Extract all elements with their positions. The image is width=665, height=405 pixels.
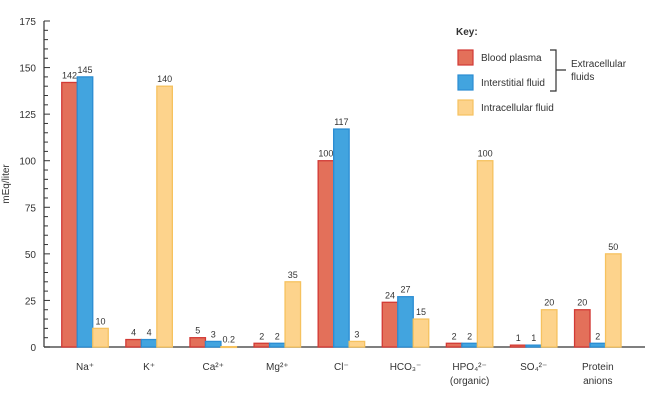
bar-blood-plasma (125, 338, 142, 348)
bar-blood-plasma (509, 344, 527, 348)
data-label: 1 (531, 333, 536, 343)
data-label: 117 (334, 117, 348, 127)
bar-interstitial-fluid (461, 342, 479, 348)
data-label: 100 (318, 149, 333, 159)
x-tick-label: Na⁺ (76, 362, 94, 373)
x-tick-label: (organic) (450, 376, 489, 387)
legend-title: Key: (456, 27, 478, 38)
data-label: 50 (608, 242, 618, 252)
legend-label: Intracellular fluid (481, 103, 554, 114)
bar-intracellular-fluid (284, 281, 302, 348)
data-label: 1 (516, 333, 521, 343)
data-label: 4 (131, 328, 136, 338)
legend-bracket-label: fluids (571, 72, 594, 83)
x-tick-label: K⁺ (143, 362, 155, 373)
y-axis-label: mEq/liter (1, 164, 12, 204)
data-label: 20 (577, 298, 587, 308)
data-label: 0.2 (222, 335, 235, 345)
data-label: 2 (467, 331, 472, 341)
legend-label: Blood plasma (481, 53, 542, 64)
bar-interstitial-fluid (397, 296, 414, 348)
bar-blood-plasma (573, 309, 591, 348)
data-label: 5 (195, 326, 200, 336)
bar-intracellular-fluid (348, 340, 366, 348)
y-tick-label: 100 (19, 157, 36, 168)
data-label: 2 (452, 331, 457, 341)
data-label: 10 (95, 316, 105, 326)
bar-blood-plasma (189, 337, 207, 348)
legend-bracket-label: Extracellular (571, 59, 627, 70)
data-label: 35 (288, 270, 298, 280)
data-label: 2 (595, 331, 600, 341)
bar-interstitial-fluid (332, 128, 350, 348)
legend-label: Interstitial fluid (481, 78, 545, 89)
legend-swatch (457, 49, 474, 66)
data-label: 2 (259, 331, 264, 341)
x-tick-label: Cl⁻ (334, 362, 349, 373)
legend-swatch (457, 99, 474, 116)
data-label: 3 (354, 329, 359, 339)
data-label: 142 (62, 70, 77, 80)
y-tick-label: 175 (19, 17, 36, 28)
x-tick-label: HPO₄²⁻ (452, 362, 486, 373)
bar-blood-plasma (445, 342, 463, 348)
y-tick-label: 50 (25, 250, 37, 261)
bar-blood-plasma (61, 81, 78, 348)
data-label: 140 (157, 74, 172, 84)
bar-interstitial-fluid (140, 338, 158, 348)
y-tick-label: 125 (19, 110, 36, 121)
bar-intracellular-fluid (156, 85, 174, 348)
x-tick-label: Mg²⁺ (266, 362, 289, 373)
data-label: 24 (385, 290, 395, 300)
bar-intracellular-fluid (220, 345, 238, 349)
data-label: 15 (416, 307, 426, 317)
bar-interstitial-fluid (589, 342, 607, 348)
bar-intracellular-fluid (412, 318, 430, 348)
x-tick-label: HCO₃⁻ (390, 362, 422, 373)
data-label: 100 (478, 149, 493, 159)
data-label: 4 (147, 328, 152, 338)
y-tick-label: 75 (25, 203, 37, 214)
bar-interstitial-fluid (525, 344, 543, 348)
bar-interstitial-fluid (268, 342, 286, 348)
bar-blood-plasma (317, 160, 335, 348)
y-tick-label: 25 (25, 296, 37, 307)
y-tick-label: 0 (30, 343, 36, 354)
bar-intracellular-fluid (476, 160, 494, 348)
data-label: 145 (77, 65, 92, 75)
bar-intracellular-fluid (540, 309, 558, 348)
data-label: 2 (275, 331, 280, 341)
bar-blood-plasma (253, 342, 271, 348)
legend-bracket (550, 49, 566, 92)
x-tick-label: Protein (582, 362, 614, 373)
x-tick-label: SO₄²⁻ (520, 362, 547, 373)
bar-intracellular-fluid (92, 327, 109, 348)
bar-intracellular-fluid (604, 253, 622, 348)
data-label: 27 (400, 285, 410, 295)
legend-swatch (457, 74, 474, 91)
bar-interstitial-fluid (76, 76, 94, 348)
data-label: 3 (211, 329, 216, 339)
data-label: 20 (544, 298, 554, 308)
y-tick-label: 150 (19, 64, 36, 75)
x-tick-label: anions (583, 376, 612, 387)
bar-interstitial-fluid (204, 340, 222, 348)
bar-blood-plasma (381, 301, 399, 348)
x-tick-label: Ca²⁺ (202, 362, 223, 373)
